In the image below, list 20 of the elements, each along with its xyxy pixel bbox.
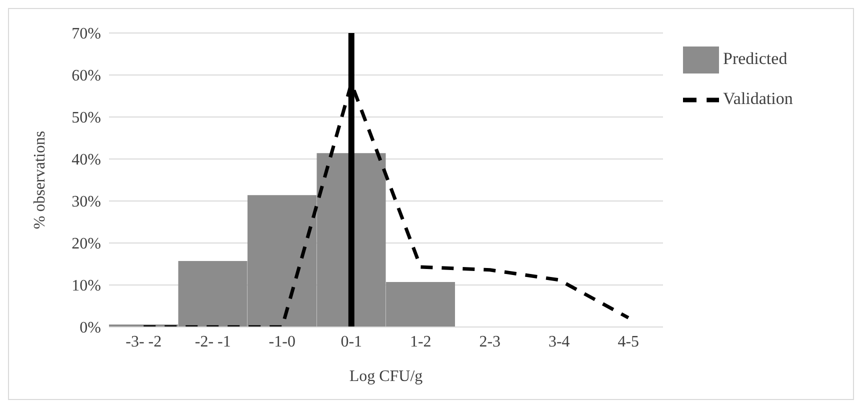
- y-tick-label: 40%: [72, 152, 101, 169]
- x-axis-title: Log CFU/g: [349, 368, 423, 385]
- y-tick-label: 20%: [72, 236, 101, 253]
- y-tick-label: 10%: [72, 278, 101, 295]
- x-tick-label: -1-0: [268, 333, 296, 350]
- y-axis-title: % observations: [32, 130, 49, 230]
- legend-label: Validation: [723, 89, 793, 108]
- legend-label: Predicted: [723, 49, 788, 68]
- x-tick-label: 3-4: [548, 333, 570, 350]
- y-tick-label: 0%: [80, 320, 101, 337]
- y-tick-label: 70%: [72, 26, 101, 43]
- x-tick-label: 4-5: [618, 333, 640, 350]
- x-tick-label: -3- -2: [126, 333, 162, 350]
- x-tick-label: 1-2: [410, 333, 432, 350]
- y-tick-label: 30%: [72, 194, 101, 211]
- x-tick-label: -2- -1: [194, 333, 231, 350]
- x-tick-label: 0-1: [340, 333, 362, 350]
- y-tick-label: 50%: [72, 110, 101, 127]
- y-tick-label: 60%: [72, 68, 101, 85]
- x-tick-label: 2-3: [479, 333, 501, 350]
